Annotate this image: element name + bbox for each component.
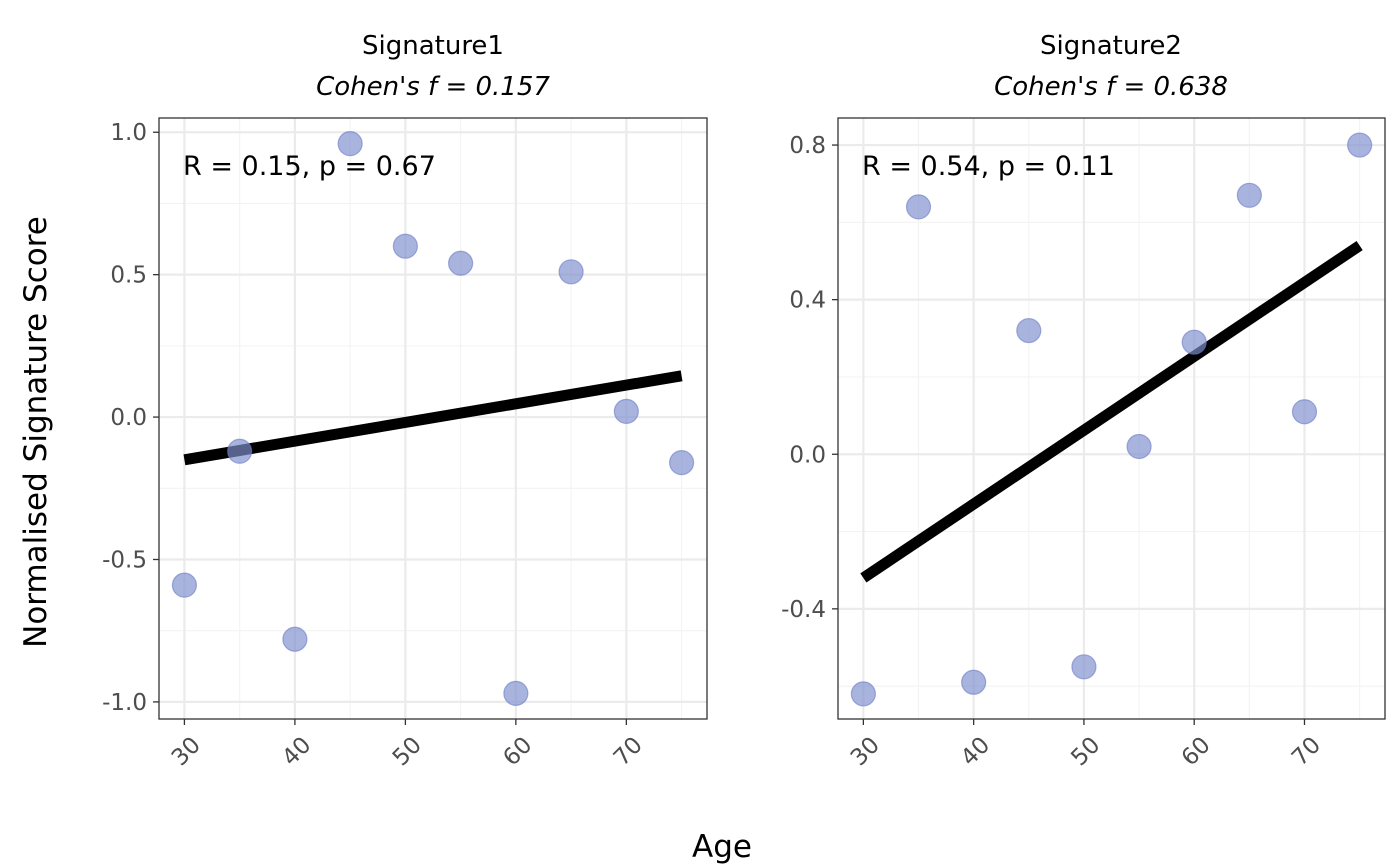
regression-line <box>183 370 683 466</box>
y-tick-label: 0.8 <box>789 133 826 159</box>
panel-2: Signature2 Cohen's f = 0.638 R = 0.54, p =… <box>781 31 1386 771</box>
plot-area <box>838 118 1385 719</box>
plot-area <box>159 118 707 719</box>
x-tick-label: 50 <box>1066 732 1105 771</box>
x-tick-label: 40 <box>277 732 316 771</box>
x-tick-label: 30 <box>167 732 206 771</box>
data-point <box>1236 182 1262 208</box>
data-point <box>961 669 987 695</box>
data-point <box>1181 329 1207 355</box>
y-tick-label: 0.4 <box>789 288 826 314</box>
x-tick-label: 70 <box>1287 732 1326 771</box>
panel-subtitle: Cohen's f = 0.638 <box>994 72 1228 102</box>
data-point <box>850 681 876 707</box>
x-tick-label: 30 <box>846 732 885 771</box>
y-tick-label: -0.5 <box>102 547 147 573</box>
y-tick-label: 0.0 <box>789 442 826 468</box>
x-tick-label: 70 <box>609 732 648 771</box>
data-point <box>1071 654 1097 680</box>
panel-title: Signature1 <box>362 31 504 61</box>
data-point <box>337 131 363 157</box>
panel-border <box>837 117 1386 720</box>
panel-title: Signature2 <box>1040 31 1182 61</box>
data-point <box>668 450 695 476</box>
panel-1: Signature1 Cohen's f = 0.157 R = 0.15, p =… <box>102 31 708 771</box>
data-point <box>905 194 932 220</box>
data-point <box>613 398 639 424</box>
y-tick-label: 1.0 <box>110 120 147 146</box>
data-point <box>558 259 584 285</box>
panel-border <box>158 117 708 720</box>
y-tick-label: -0.4 <box>781 597 826 623</box>
y-tick-label: -1.0 <box>102 690 147 716</box>
data-point <box>1347 132 1373 158</box>
data-point <box>1126 433 1152 460</box>
data-point <box>448 250 474 276</box>
x-tick-label: 60 <box>1177 732 1216 771</box>
regression-line <box>860 240 1363 583</box>
correlation-annotation: R = 0.15, p = 0.67 <box>183 151 436 182</box>
panel-subtitle: Cohen's f = 0.157 <box>316 72 550 102</box>
y-tick-label: 0.0 <box>110 405 147 431</box>
y-tick-label: 0.5 <box>110 263 147 289</box>
y-axis-title: Normalised Signature Score <box>18 216 54 648</box>
x-tick-label: 40 <box>956 732 995 771</box>
data-point <box>392 233 418 259</box>
x-tick-label: 50 <box>388 732 427 771</box>
data-point <box>227 438 253 464</box>
x-axis-title: Age <box>692 829 752 865</box>
data-point <box>503 680 529 706</box>
correlation-annotation: R = 0.54, p = 0.11 <box>862 151 1115 182</box>
data-point <box>1291 399 1318 425</box>
data-point <box>171 572 198 598</box>
data-point <box>282 626 308 652</box>
x-tick-label: 60 <box>498 732 537 771</box>
data-point <box>1016 317 1042 344</box>
